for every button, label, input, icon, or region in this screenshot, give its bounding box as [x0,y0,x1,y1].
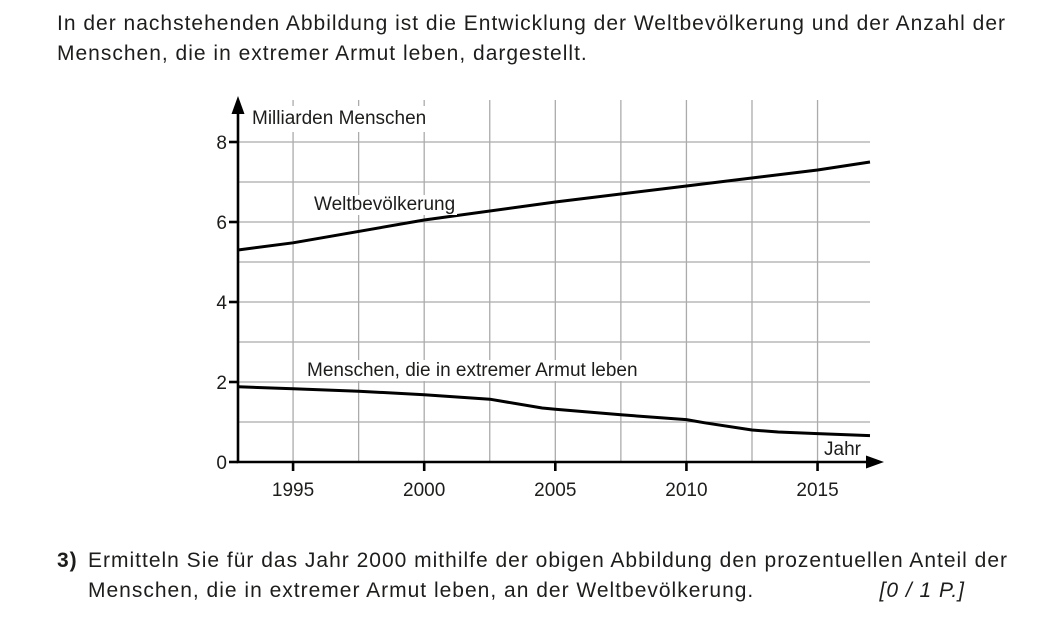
y-tick-label: 0 [216,453,227,474]
y-tick-label: 2 [216,373,227,394]
y-tick-label: 8 [216,133,227,154]
intro-paragraph: In der nachstehenden Abbildung ist die E… [57,12,1007,65]
x-tick-label: 2015 [796,480,838,501]
x-tick-label: 2000 [403,480,445,501]
series-line-armut [237,385,871,438]
task-number: 3) [57,549,78,572]
y-axis-arrow [231,96,245,114]
y-axis-title: Milliarden Menschen [249,106,430,132]
points-badge: [0 / 1 P.] [879,579,965,602]
series-label-weltbevoelkerung: Weltbevölkerung [312,194,458,215]
x-axis-arrow [866,455,884,469]
x-tick-label: 1995 [272,480,314,501]
y-tick-label: 6 [216,213,227,234]
series-line-weltbevoelkerung [237,160,871,252]
series-label-armut: Menschen, die in extremer Armut leben [305,360,640,381]
x-tick-label: 2010 [665,480,707,501]
x-tick-label: 2005 [534,480,576,501]
x-axis-title: Jahr [822,439,863,460]
task-text: Ermitteln Sie für das Jahr 2000 mithilfe… [88,549,1009,602]
task-3: 3) Ermitteln Sie für das Jahr 2000 mithi… [57,546,1012,606]
y-tick-label: 4 [216,293,227,314]
